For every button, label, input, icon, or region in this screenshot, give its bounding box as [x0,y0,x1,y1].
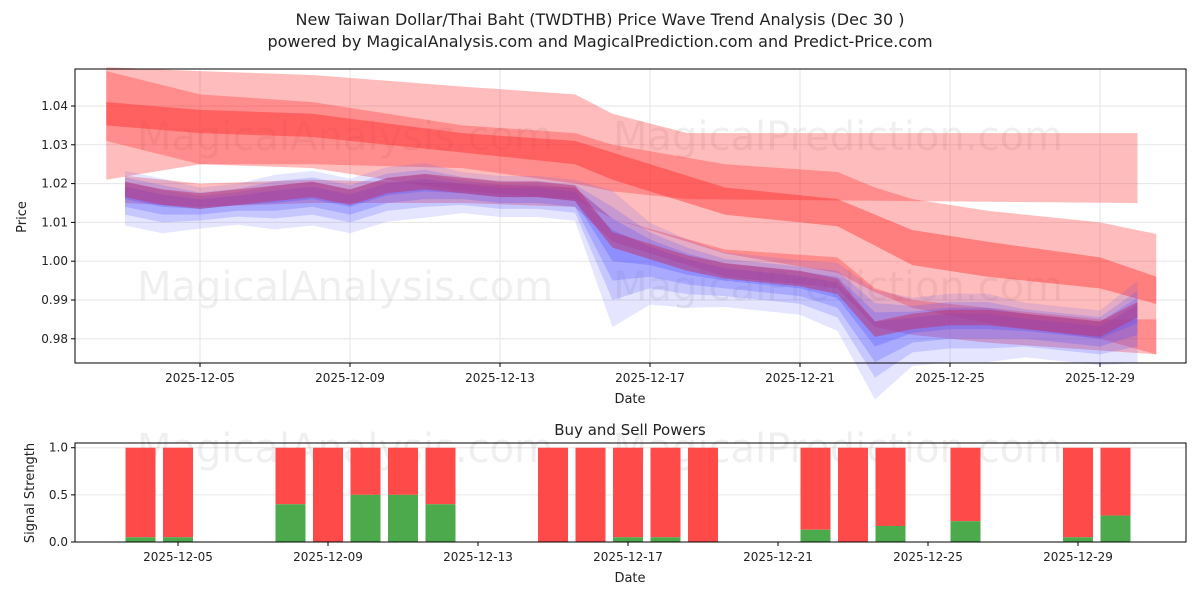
y-tick-label: 0.98 [41,332,68,346]
sell-bar [575,447,606,542]
low-trend-band [125,175,1157,355]
bar-y-tick-label: 0.5 [49,488,68,502]
sell-bar [688,447,718,542]
wide-trend-band [106,71,1157,355]
x-tick-label: 2025-12-25 [915,371,985,385]
sell-bar [613,447,643,538]
sell-bar [125,447,156,538]
watermark: MagicalAnalysis.com [137,114,553,160]
sell-bar [425,447,456,505]
buy-bar [163,537,193,542]
x-tick-label: 2025-12-29 [1065,371,1135,385]
upper-flat-band [106,67,1138,203]
main-xlabel: Date [614,392,645,407]
watermark: MagicalAnalysis.com [137,426,553,472]
sell-bar [1100,447,1131,516]
bar-x-tick-label: 2025-12-25 [893,550,963,564]
main-ylabel: Price [15,201,30,233]
buy-bar [800,529,831,542]
sell-bar [163,447,193,538]
watermark: MagicalAnalysis.com [137,264,553,310]
bar-y-tick-label: 0.0 [49,535,68,549]
sell-bar [950,447,981,522]
buy-bar [388,494,418,542]
x-tick-label: 2025-12-09 [315,371,385,385]
buy-bar [950,521,981,542]
bar-x-tick-label: 2025-12-17 [593,550,663,564]
sell-bar [275,447,306,505]
y-tick-label: 1.03 [41,138,68,152]
x-tick-label: 2025-12-13 [465,371,535,385]
y-tick-label: 1.01 [41,215,68,229]
sell-bar [350,447,381,495]
y-tick-label: 1.02 [41,177,68,191]
blue-band [125,174,1138,363]
purple-core-band [125,173,1138,337]
blue-band [125,163,1138,400]
bar-ylabel: Signal Strength [23,443,38,543]
y-tick-label: 1.04 [41,99,68,113]
sell-bar [313,447,343,542]
buy-bar [650,537,681,542]
plot-frame [74,68,1187,364]
bar-y-tick-label: 1.0 [49,441,68,455]
blue-band [125,178,1138,347]
sell-bar [650,447,681,538]
buy-bar [613,537,643,542]
sell-bar [538,447,568,542]
bar-xlabel: Date [614,571,645,586]
x-tick-label: 2025-12-21 [765,371,835,385]
buy-bar [875,525,906,542]
chart-title: New Taiwan Dollar/Thai Baht (TWDTHB) Pri… [295,10,904,29]
watermark: MagicalPrediction.com [613,114,1063,160]
bar-x-tick-label: 2025-12-21 [743,550,813,564]
chart-subtitle: powered by MagicalAnalysis.com and Magic… [267,32,932,51]
sell-bar [388,447,418,495]
sell-bar [800,447,831,530]
bar-x-tick-label: 2025-12-29 [1043,550,1113,564]
buy-bar [1063,537,1093,542]
sell-bar [875,447,906,526]
x-tick-label: 2025-12-17 [615,371,685,385]
bar-title: Buy and Sell Powers [554,421,706,439]
buy-bar [350,494,381,542]
core-trend-band [106,102,1157,304]
bar-x-tick-label: 2025-12-09 [293,550,363,564]
buy-bar [1100,515,1131,542]
y-tick-label: 1.00 [41,254,68,268]
bar-x-tick-label: 2025-12-05 [143,550,213,564]
bar-plot-frame [74,442,1187,543]
x-tick-label: 2025-12-05 [165,371,235,385]
buy-bar [125,537,156,542]
buy-bar [275,504,306,542]
sell-bar [838,447,868,542]
buy-bar [425,504,456,542]
bar-x-tick-label: 2025-12-13 [443,550,513,564]
sell-bar [1063,447,1093,538]
y-tick-label: 0.99 [41,293,68,307]
